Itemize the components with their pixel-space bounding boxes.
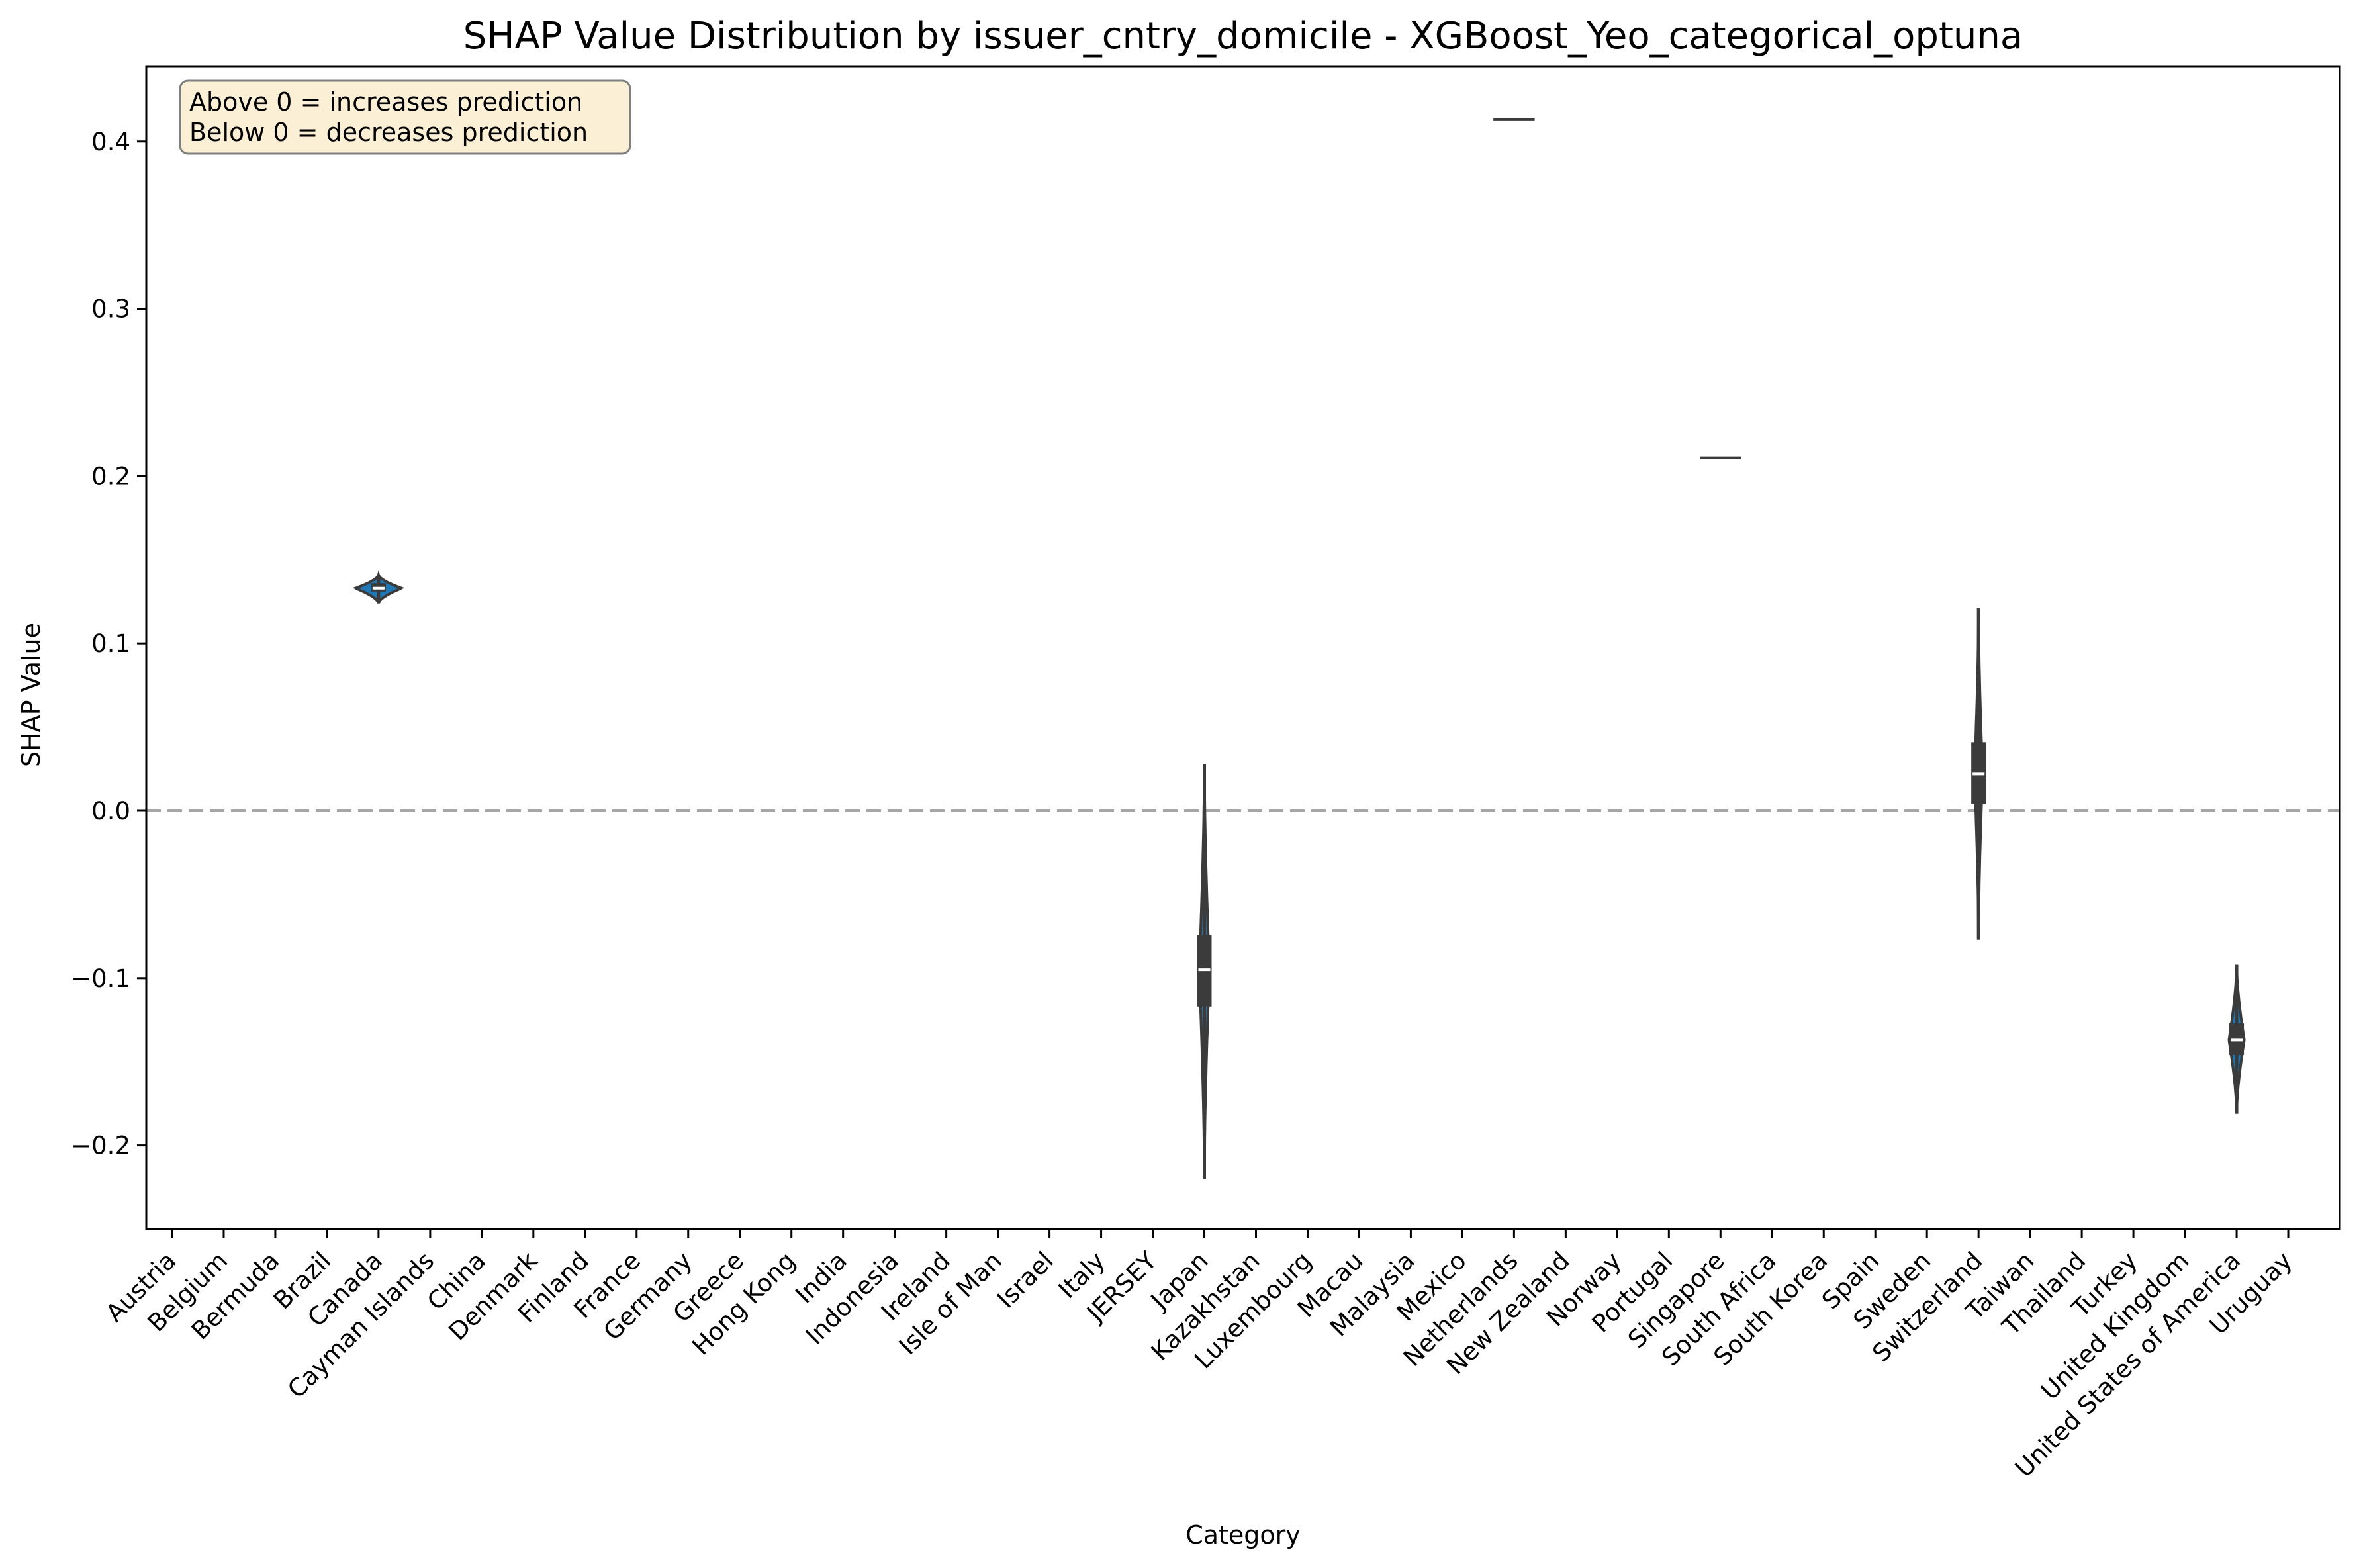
annotation-line: Above 0 = increases prediction xyxy=(189,87,582,116)
annotation-background xyxy=(179,79,631,155)
y-tick-label: 0.4 xyxy=(91,128,130,156)
annotation-line: Below 0 = decreases prediction xyxy=(189,118,588,147)
violin-united-states-of-america xyxy=(2227,964,2246,1114)
x-axis-label: Category xyxy=(1185,1520,1301,1549)
chart-title: SHAP Value Distribution by issuer_cntry_… xyxy=(463,15,2023,58)
y-tick-label: 0.0 xyxy=(91,797,130,825)
y-tick-label: 0.3 xyxy=(91,295,130,324)
y-axis-label: SHAP Value xyxy=(17,623,46,767)
violin-canada xyxy=(353,570,404,604)
violin-japan xyxy=(1197,764,1212,1179)
violin-switzerland xyxy=(1971,608,1986,940)
y-tick-label: −0.2 xyxy=(71,1132,130,1160)
y-tick-label: −0.1 xyxy=(71,964,130,993)
y-tick-label: 0.2 xyxy=(91,462,130,490)
y-tick-label: 0.1 xyxy=(91,629,130,658)
plot-frame xyxy=(145,65,2341,1230)
